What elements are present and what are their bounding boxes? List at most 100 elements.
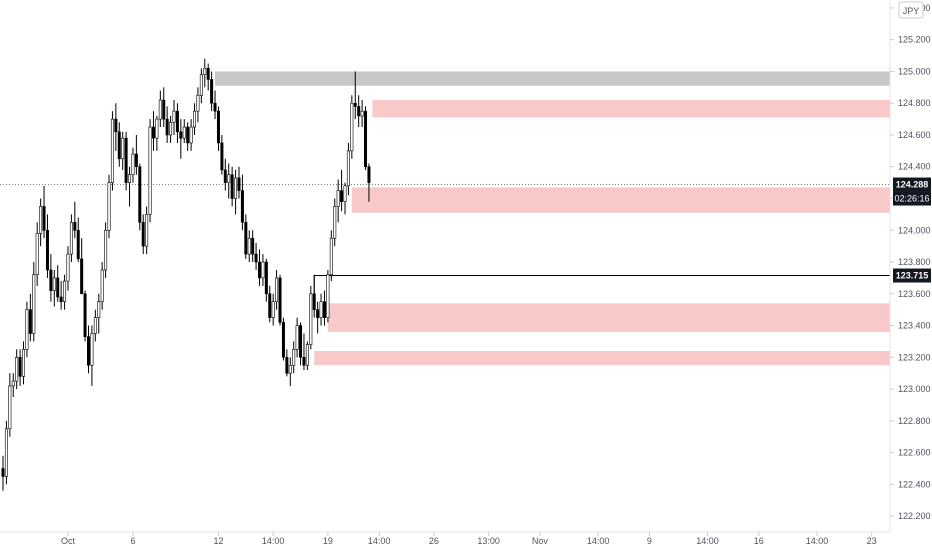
candle bbox=[295, 317, 299, 358]
candle bbox=[220, 134, 224, 175]
candle-body-bull bbox=[169, 121, 173, 136]
candle-body-bear bbox=[364, 110, 368, 168]
candle bbox=[145, 206, 149, 255]
candle-body-bull bbox=[11, 380, 15, 387]
candle-body-bull bbox=[196, 94, 200, 112]
currency-badge[interactable] bbox=[898, 1, 924, 19]
candle bbox=[251, 230, 255, 263]
candle-body-bear bbox=[340, 190, 344, 202]
supply-zone bbox=[372, 100, 890, 118]
candle bbox=[189, 119, 193, 151]
candle bbox=[299, 322, 303, 366]
candle bbox=[28, 293, 32, 342]
candle-body-bull bbox=[121, 137, 125, 160]
candle bbox=[281, 317, 285, 361]
candle bbox=[45, 214, 49, 278]
candle-body-bear bbox=[312, 293, 316, 310]
candle-body-bear bbox=[186, 126, 190, 144]
candle bbox=[175, 103, 179, 143]
candle-body-bear bbox=[151, 126, 155, 139]
candle-body-bull bbox=[275, 277, 279, 303]
candle-body-bear bbox=[141, 222, 145, 247]
candle bbox=[35, 222, 39, 286]
candle-body-bull bbox=[261, 261, 265, 279]
candle-body-bear bbox=[49, 269, 53, 291]
candle bbox=[141, 214, 145, 255]
candle bbox=[230, 166, 234, 207]
candle bbox=[18, 349, 22, 386]
candle bbox=[278, 274, 282, 326]
candle-body-bull bbox=[15, 357, 19, 382]
candle-body-bear bbox=[28, 309, 32, 334]
candle bbox=[216, 106, 220, 151]
candle bbox=[343, 182, 347, 215]
current-price-label-bg bbox=[893, 177, 931, 192]
candle-body-bear bbox=[1, 468, 5, 477]
time-axis[interactable]: Oct 6 12 14:00 19 14:00 26 13:00 Nov 14:00 9 14:00 1… bbox=[0, 531, 890, 546]
candle-body-bull bbox=[333, 206, 337, 239]
candle bbox=[4, 420, 8, 485]
candle bbox=[193, 103, 197, 135]
candle bbox=[319, 293, 323, 326]
candle-body-bull bbox=[35, 233, 39, 276]
candle-body-bear bbox=[213, 102, 217, 112]
candle bbox=[285, 349, 289, 377]
candle-body-bull bbox=[148, 126, 152, 215]
candle bbox=[203, 58, 207, 88]
candle bbox=[107, 174, 111, 239]
price-tick-label: 122.800 bbox=[898, 416, 931, 426]
candle-body-bull bbox=[100, 269, 104, 303]
candle bbox=[326, 269, 330, 323]
candle-body-bear bbox=[278, 277, 282, 323]
candle-body-bear bbox=[179, 131, 183, 139]
candle-body-bear bbox=[254, 253, 258, 263]
candle bbox=[42, 185, 46, 239]
candle bbox=[124, 131, 128, 191]
candle bbox=[206, 63, 210, 91]
candle bbox=[59, 281, 63, 310]
time-tick-label: 14:00 bbox=[587, 536, 610, 546]
price-axis[interactable]: 122.200 122.400 122.600 122.800 123.000 123.2… bbox=[889, 0, 931, 532]
candle bbox=[80, 238, 84, 295]
candle-body-bear bbox=[357, 106, 361, 117]
candle bbox=[264, 258, 268, 302]
candle-body-bear bbox=[117, 131, 121, 160]
countdown-label: 02:26:16 bbox=[894, 194, 929, 204]
candle bbox=[32, 262, 36, 342]
candle-body-bull bbox=[346, 150, 350, 187]
candle bbox=[196, 87, 200, 123]
candle-body-bull bbox=[4, 428, 8, 477]
candle bbox=[52, 269, 56, 307]
price-tick-label: 123.200 bbox=[898, 352, 931, 362]
time-tick-label: 12 bbox=[213, 536, 223, 546]
candle bbox=[97, 293, 101, 334]
candle-body-bear bbox=[56, 277, 60, 298]
candle bbox=[73, 201, 77, 239]
candle-body-bull bbox=[104, 229, 108, 271]
candle-body-bear bbox=[257, 261, 261, 279]
price-tick-label: 124.400 bbox=[898, 162, 931, 172]
candle bbox=[162, 87, 166, 128]
time-tick-label: 23 bbox=[867, 536, 877, 546]
countdown-label-bg bbox=[893, 191, 931, 206]
candle bbox=[114, 103, 118, 151]
candle bbox=[155, 115, 159, 151]
candle bbox=[100, 262, 104, 310]
time-tick-label: Oct bbox=[61, 536, 76, 546]
candle-body-bull bbox=[8, 385, 12, 430]
candle-body-bull bbox=[227, 174, 231, 183]
candle-body-bear bbox=[80, 258, 84, 295]
price-tick-label: 124.800 bbox=[898, 98, 931, 108]
candle bbox=[93, 309, 97, 342]
candle bbox=[223, 158, 227, 191]
candle bbox=[121, 131, 125, 170]
time-tick-label: 14:00 bbox=[696, 536, 719, 546]
candle bbox=[213, 90, 217, 120]
candle-body-bear bbox=[175, 110, 179, 133]
candle-body-bull bbox=[131, 153, 135, 175]
candle-body-bear bbox=[316, 309, 320, 318]
candle bbox=[158, 90, 162, 128]
candle-body-bull bbox=[199, 74, 203, 96]
